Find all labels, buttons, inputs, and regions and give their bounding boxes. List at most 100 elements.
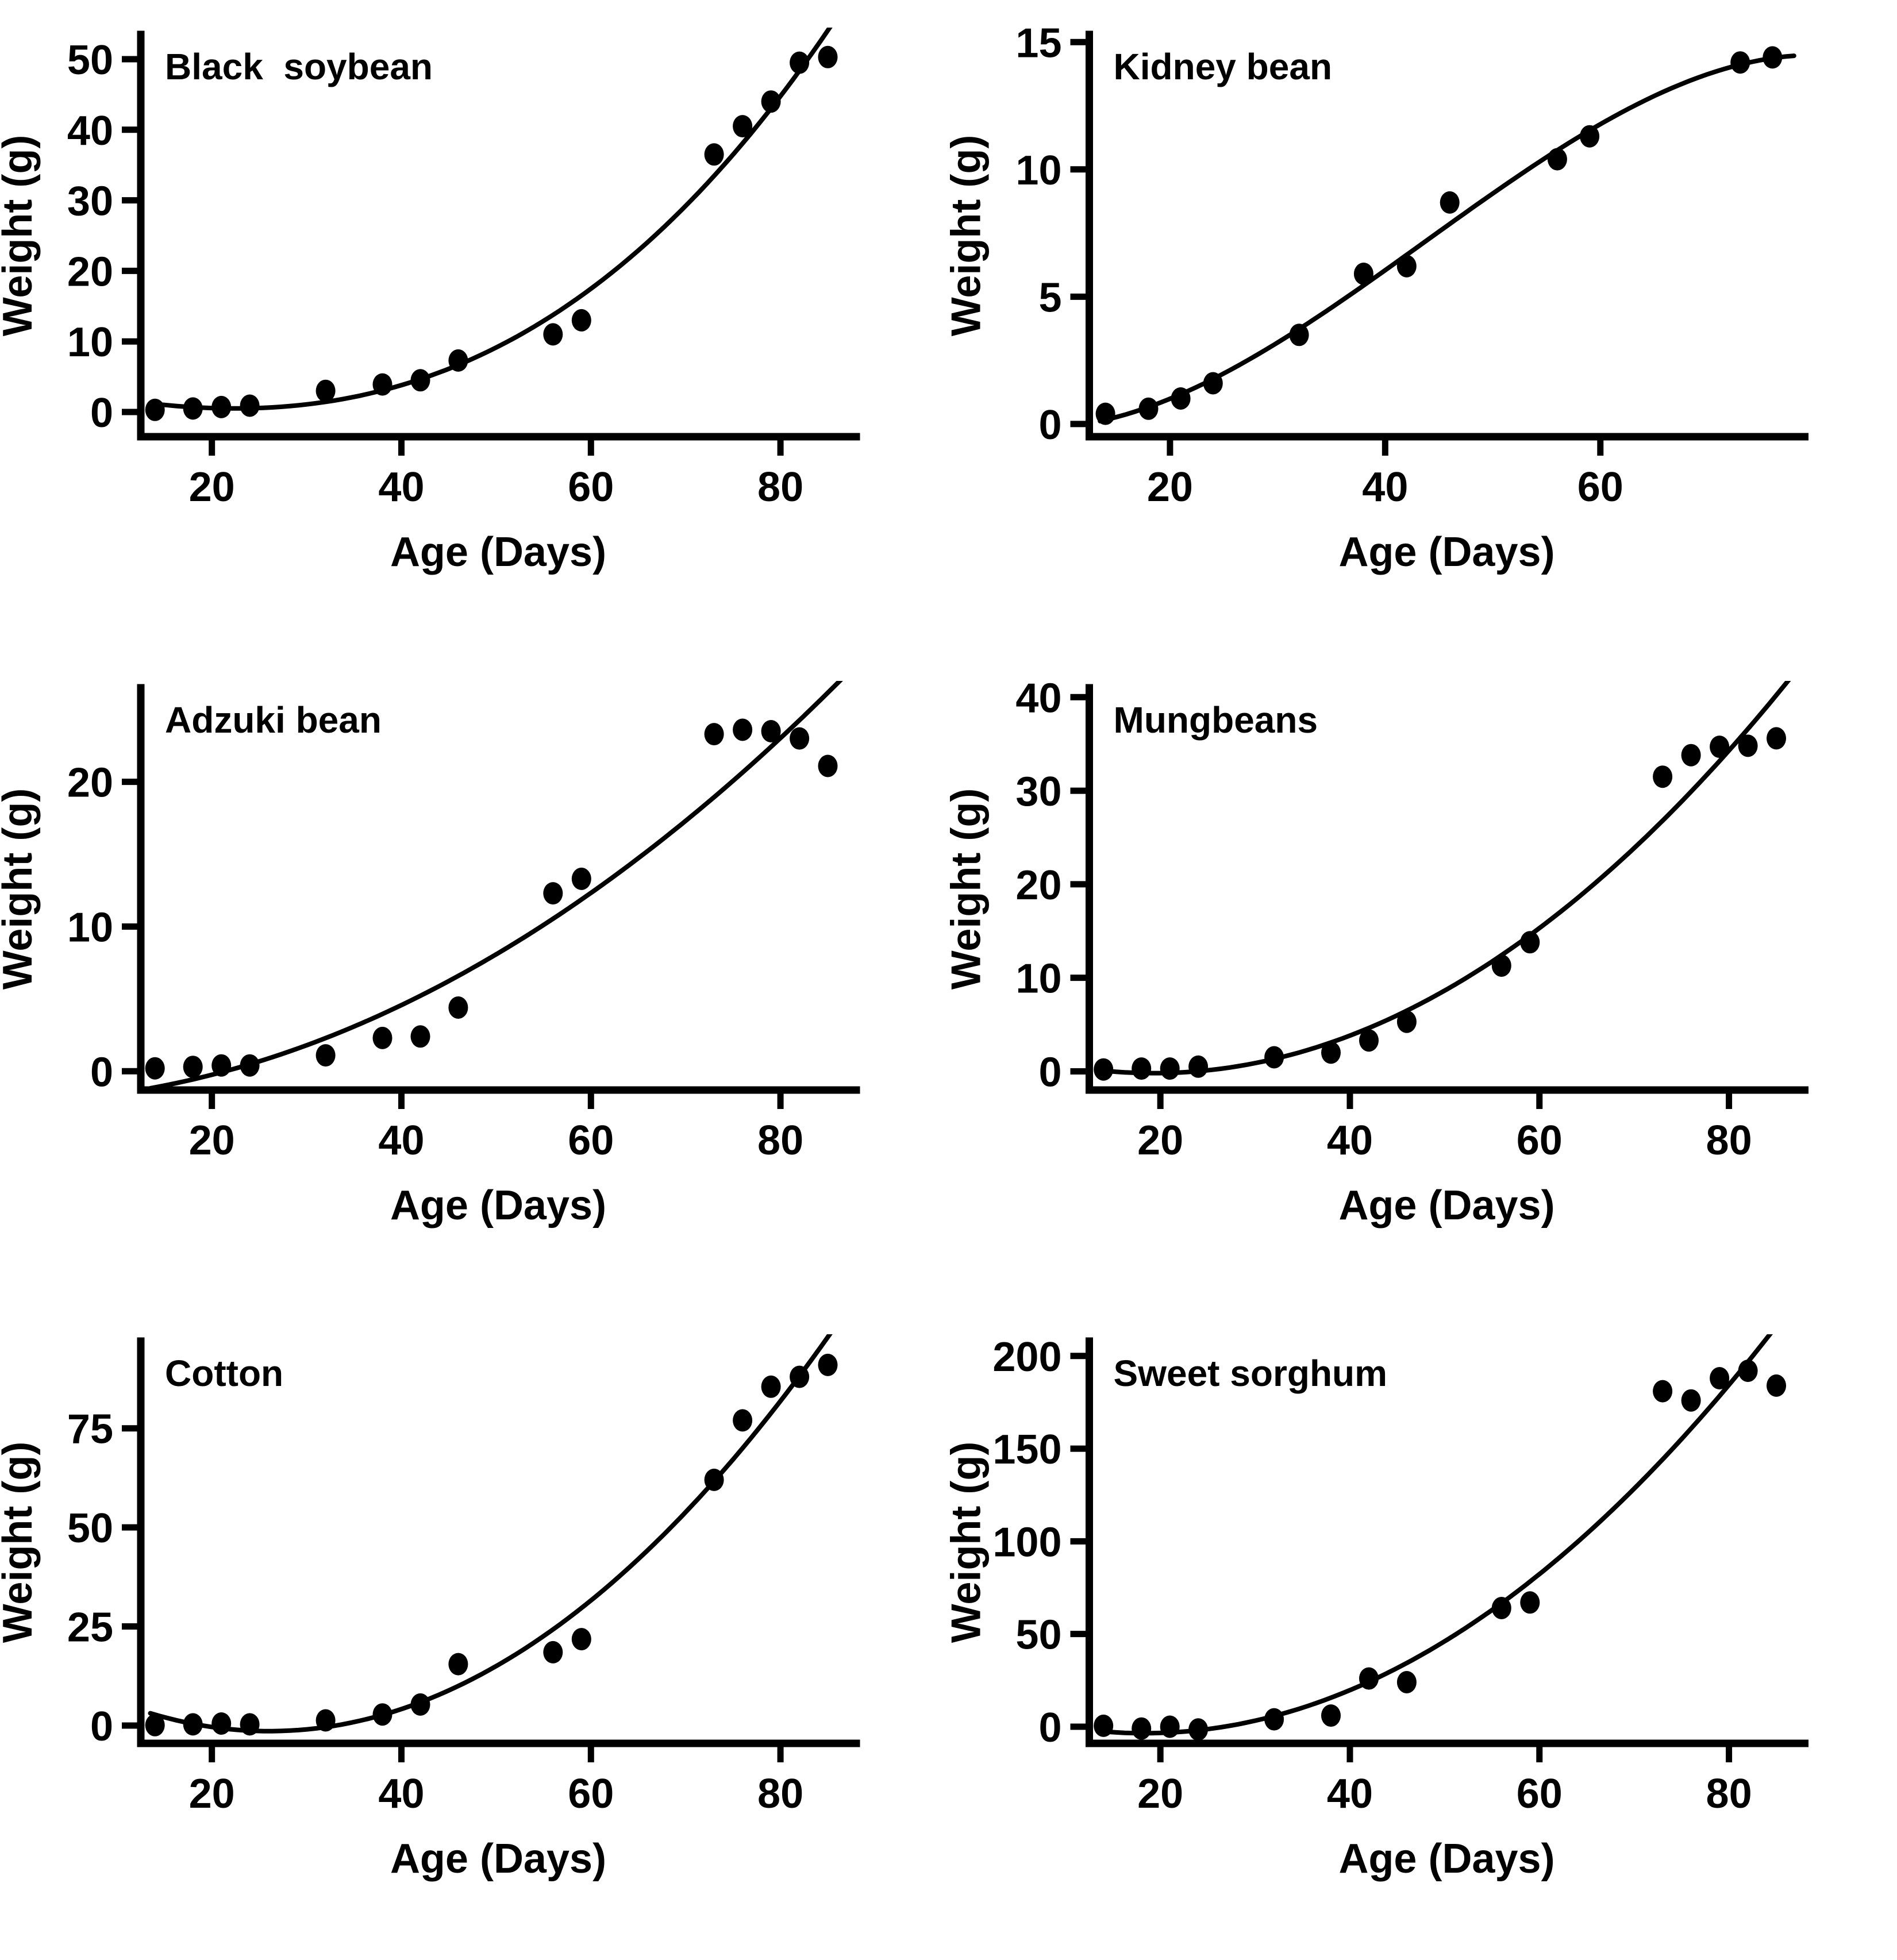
panel-black-soybean: 0 10 20 30 40 50 20 40 60 80 Black soybean Age (D…: [0, 0, 948, 653]
data-point: [761, 720, 781, 742]
y-tick-label: 40: [1015, 675, 1061, 721]
data-point: [1653, 1380, 1673, 1403]
plot-area: 0 10 20 20 40 60 80: [67, 681, 860, 1164]
y-tick-label: 150: [992, 1427, 1061, 1473]
data-point: [1710, 736, 1730, 758]
data-point: [818, 1353, 838, 1376]
y-tick-label: 0: [1038, 402, 1061, 448]
data-point: [818, 754, 838, 777]
y-tick-label: 0: [1038, 1049, 1061, 1095]
x-axis-label: Age (Days): [390, 529, 606, 575]
x-tick-label: 40: [1362, 464, 1408, 510]
data-point: [183, 1713, 203, 1736]
data-point: [1132, 1057, 1152, 1080]
chart-title: Kidney bean: [1114, 46, 1333, 87]
data-point: [410, 1025, 430, 1048]
x-tick-label: 60: [1577, 464, 1623, 510]
data-point: [1094, 1058, 1114, 1081]
x-tick-label: 60: [568, 464, 614, 510]
data-point: [1491, 954, 1511, 977]
cotton-chart: 0 25 50 75 20 40 60 80 Cotton Age (Days) Weight…: [0, 1334, 860, 1882]
data-point: [1264, 1708, 1284, 1731]
x-tick-label: 40: [378, 464, 424, 510]
data-point: [1681, 744, 1701, 767]
data-point: [240, 394, 260, 417]
data-point: [790, 727, 810, 750]
data-point: [543, 323, 563, 346]
y-tick-label: 20: [67, 760, 113, 806]
panel-sweet-sorghum: 0 50 100 150 200 20 40 60 80 Sweet sorghum Age (…: [948, 1307, 1897, 1960]
y-tick-label: 50: [1015, 1612, 1061, 1658]
data-point: [410, 369, 430, 392]
data-point: [1353, 263, 1373, 285]
y-axis-label: Weight (g): [0, 788, 41, 990]
data-point: [761, 1375, 781, 1398]
data-point: [704, 1468, 724, 1491]
sweet-sorghum-chart: 0 50 100 150 200 20 40 60 80 Sweet sorghum Age (…: [948, 1334, 1809, 1882]
data-point: [1138, 397, 1159, 420]
data-point: [1321, 1704, 1341, 1727]
panel-adzuki-bean: 0 10 20 20 40 60 80 Adzuki bean Age (Days) Wei…: [0, 653, 948, 1307]
y-tick-label: 10: [67, 904, 113, 950]
panel-cotton: 0 25 50 75 20 40 60 80 Cotton Age (Days) Weight…: [0, 1307, 948, 1960]
data-point: [372, 1703, 393, 1726]
x-axis-label: Age (Days): [1338, 1183, 1554, 1229]
y-tick-label: 10: [1015, 148, 1061, 194]
data-point: [145, 1713, 165, 1736]
panel-kidney-bean: 0 5 10 15 20 40 60 Kidney bean Age (Days) Weig…: [948, 0, 1897, 653]
data-point: [240, 1713, 260, 1736]
x-tick-label: 20: [189, 1771, 235, 1817]
data-point: [145, 1057, 165, 1080]
x-tick-label: 40: [1327, 1771, 1373, 1817]
data-point: [448, 349, 468, 372]
x-tick-label: 60: [568, 1771, 614, 1817]
x-tick-label: 80: [1706, 1771, 1752, 1817]
y-tick-label: 10: [1015, 956, 1061, 1002]
data-point: [1160, 1715, 1180, 1738]
data-point: [315, 379, 336, 402]
data-point: [571, 867, 591, 890]
chart-title: Mungbeans: [1114, 699, 1318, 741]
data-point: [315, 1709, 336, 1732]
y-tick-label: 0: [90, 1049, 113, 1095]
y-axis-label: Weight (g): [0, 135, 41, 337]
x-axis-label: Age (Days): [1338, 529, 1554, 575]
data-point: [183, 397, 203, 420]
x-axis-label: Age (Days): [390, 1836, 606, 1882]
data-point: [1095, 402, 1115, 425]
data-point: [211, 395, 232, 418]
data-point: [1396, 255, 1417, 278]
kidney-bean-chart: 0 5 10 15 20 40 60 Kidney bean Age (Days) Weig…: [948, 20, 1809, 575]
x-tick-label: 60: [1517, 1771, 1563, 1817]
data-point: [1440, 191, 1460, 214]
data-point: [1520, 1591, 1540, 1614]
black-soybean-chart: 0 10 20 30 40 50 20 40 60 80 Black soybean Age (D…: [0, 28, 860, 575]
data-point: [145, 398, 165, 421]
x-tick-label: 80: [757, 1771, 803, 1817]
data-point: [1738, 734, 1758, 757]
data-point: [1547, 148, 1567, 171]
data-point: [211, 1712, 232, 1735]
x-tick-label: 80: [757, 464, 803, 510]
x-tick-label: 20: [1137, 1118, 1183, 1164]
x-tick-label: 20: [1147, 464, 1193, 510]
data-point: [761, 90, 781, 113]
y-axis-label: Weight (g): [948, 135, 990, 337]
y-tick-label: 40: [67, 108, 113, 154]
x-tick-label: 40: [378, 1118, 424, 1164]
data-point: [1763, 46, 1783, 69]
data-point: [818, 45, 838, 68]
plot-area: 0 5 10 15 20 40 60: [1015, 20, 1809, 510]
data-point: [183, 1056, 203, 1079]
y-axis-label: Weight (g): [948, 1442, 990, 1643]
y-tick-label: 30: [67, 179, 113, 225]
fit-curve: [1096, 1334, 1773, 1736]
y-tick-label: 50: [67, 1505, 113, 1551]
plot-area: 0 25 50 75 20 40 60 80: [67, 1334, 860, 1817]
data-point: [315, 1044, 336, 1067]
data-point: [1203, 372, 1223, 395]
x-tick-label: 20: [189, 1118, 235, 1164]
data-point: [1188, 1055, 1209, 1078]
data-point: [1264, 1046, 1284, 1069]
data-point: [704, 143, 724, 166]
